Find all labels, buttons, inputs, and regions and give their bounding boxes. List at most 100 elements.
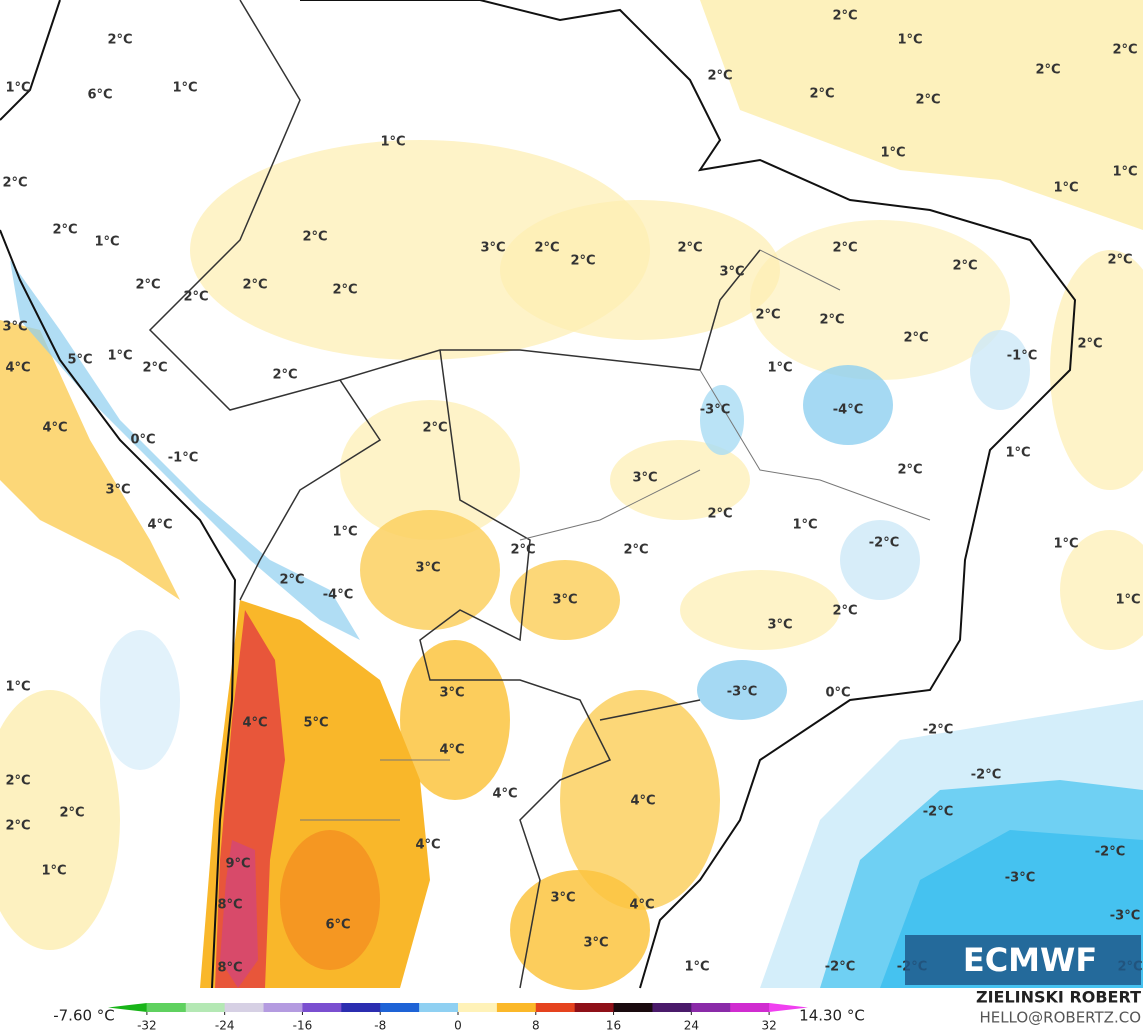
contour-label: 5°C [67, 353, 92, 368]
colorbar-swatch [535, 1003, 576, 1012]
contour-label: 3°C [552, 593, 577, 608]
contour-label: 2°C [897, 463, 922, 478]
contour-label: 2°C [5, 819, 30, 834]
contour-label: 2°C [1077, 337, 1102, 352]
contour-label: -2°C [923, 805, 953, 820]
contour-label: -3°C [727, 685, 757, 700]
contour-label: 3°C [632, 471, 657, 486]
contour-label: 2°C [570, 254, 595, 269]
contour-label: 2°C [510, 543, 535, 558]
contour-label: 1°C [1115, 593, 1140, 608]
contour-label: -2°C [869, 536, 899, 551]
contour-label: 2°C [279, 573, 304, 588]
colorbar-swatch [458, 1003, 498, 1012]
contour-label: 3°C [550, 891, 575, 906]
contour-label: 4°C [629, 898, 654, 913]
colorbar-tick-label: 32 [761, 1019, 776, 1033]
contour-label: -3°C [700, 403, 730, 418]
contour-label: 2°C [819, 313, 844, 328]
contour-label: 2°C [52, 223, 77, 238]
contour-label: 1°C [792, 518, 817, 533]
contour-label: 3°C [767, 618, 792, 633]
colorbar-swatch [380, 1003, 420, 1012]
contour-label: 2°C [707, 69, 732, 84]
contour-label: -3°C [1110, 909, 1140, 924]
contour-label: 2°C [707, 507, 732, 522]
contour-label: -4°C [833, 403, 863, 418]
contour-label: 1°C [1053, 537, 1078, 552]
contour-label: 6°C [325, 918, 350, 933]
colorbar-swatch [496, 1003, 537, 1012]
contour-label: -4°C [323, 588, 353, 603]
contour-label: 3°C [415, 561, 440, 576]
contour-label: 2°C [623, 543, 648, 558]
colorbar-tick-label: -32 [137, 1019, 157, 1033]
contour-label: 8°C [217, 898, 242, 913]
contour-label: 3°C [439, 686, 464, 701]
contour-label: 1°C [880, 146, 905, 161]
contour-label: 2°C [534, 241, 559, 256]
colorbar-tick-label: -8 [374, 1019, 386, 1033]
map-borders [0, 0, 1077, 989]
contour-label: -2°C [825, 960, 855, 975]
contour-label: 2°C [242, 278, 267, 293]
colorbar-swatch [652, 1003, 692, 1012]
colorbar-swatch [419, 1003, 459, 1012]
contour-labels: 2°C 1°C 2°C 2°C 6°C 1°C 1°C 2°C 2°C 2°C 2°C 1°C 1°C 1… [2, 9, 1142, 976]
contour-label: -1°C [168, 451, 198, 466]
contour-label: 1°C [5, 81, 30, 96]
colorbar-swatch [341, 1003, 381, 1012]
contour-label: 4°C [147, 518, 172, 533]
contour-label: 5°C [303, 716, 328, 731]
contour-label: 2°C [832, 604, 857, 619]
contour-label: 2°C [302, 230, 327, 245]
contour-label: 2°C [915, 93, 940, 108]
contour-label: 2°C [755, 308, 780, 323]
colorbar-swatch [302, 1003, 342, 1012]
colorbar-swatch [108, 1003, 147, 1012]
contour-label: 2°C [5, 774, 30, 789]
contour-label: 2°C [332, 283, 357, 298]
contour-label: 0°C [130, 433, 155, 448]
contour-label: 2°C [677, 241, 702, 256]
contour-label: 2°C [142, 361, 167, 376]
contour-label: 2°C [2, 176, 27, 191]
contour-label: 2°C [952, 259, 977, 274]
max-label: 14.30 °C [799, 1007, 865, 1025]
contour-label: 2°C [809, 87, 834, 102]
contour-label: 1°C [1112, 165, 1137, 180]
contour-label: 4°C [439, 743, 464, 758]
colorbar-swatch [730, 1003, 770, 1012]
contour-label: 2°C [832, 241, 857, 256]
contour-label: 1°C [684, 960, 709, 975]
contour-label: 2°C [1112, 43, 1137, 58]
colorbar-tick-label: 8 [532, 1019, 540, 1033]
colorbar-tick-label: 24 [684, 1019, 699, 1033]
contour-label: 2°C [1035, 63, 1060, 78]
contour-label: 1°C [172, 81, 197, 96]
colorbar-tick-label: 16 [606, 1019, 621, 1033]
contour-label: 4°C [5, 361, 30, 376]
contour-label: 3°C [719, 265, 744, 280]
colorbar-swatch [574, 1003, 615, 1012]
colorbar: -32 -24 -16 -8 0 8 16 24 32 [108, 1003, 808, 1033]
colorbar-swatch [224, 1003, 265, 1012]
colorbar-tick-label: 0 [454, 1019, 462, 1033]
colorbar-tick-label: -16 [293, 1019, 313, 1033]
contour-label: 4°C [42, 421, 67, 436]
contour-label: 1°C [332, 525, 357, 540]
logo: ECMWF [963, 941, 1097, 979]
contour-label: 2°C [903, 331, 928, 346]
contour-label: 4°C [630, 794, 655, 809]
contour-label: 3°C [105, 483, 130, 498]
colorbar-tick-label: -24 [215, 1019, 235, 1033]
contour-label: 1°C [41, 864, 66, 879]
contour-label: 2°C [135, 278, 160, 293]
colorbar-swatch [691, 1003, 731, 1012]
credit-name: ZIELINSKI ROBERT [976, 988, 1141, 1007]
credit-contact: HELLO@ROBERTZ.CO [979, 1009, 1141, 1027]
contour-label: -2°C [923, 723, 953, 738]
contour-label: -3°C [1005, 871, 1035, 886]
